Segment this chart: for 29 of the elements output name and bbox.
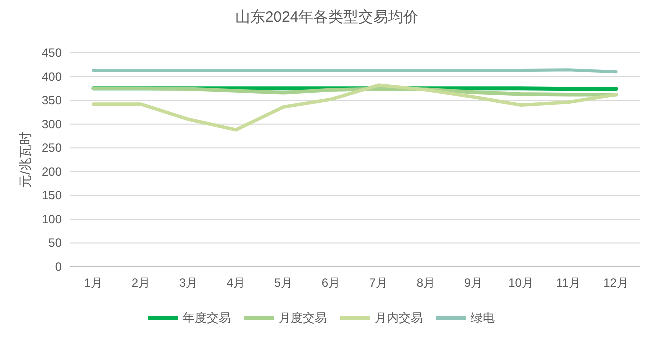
x-tick-label: 8月: [416, 276, 436, 290]
y-tick-label: 0: [55, 260, 62, 274]
y-tick-label: 450: [42, 46, 62, 60]
y-tick-label: 200: [42, 164, 62, 179]
x-tick-label: 5月: [274, 276, 294, 290]
y-tick-label: 350: [42, 94, 62, 108]
x-tick-label: 4月: [226, 276, 246, 290]
y-tick-label: 400: [42, 70, 62, 84]
x-tick-label: 11月: [556, 276, 581, 290]
chart-title: 山东2024年各类型交易均价: [235, 9, 419, 26]
y-tick-label: 100: [42, 212, 62, 226]
y-tick-label: 150: [42, 188, 62, 203]
y-tick-label: 250: [42, 141, 62, 156]
x-tick-label: 6月: [322, 276, 341, 290]
y-tick-label: 50: [48, 236, 62, 250]
x-tick-label: 10月: [508, 276, 534, 290]
y-tick-label: 300: [42, 117, 62, 132]
x-tick-label: 12月: [604, 276, 629, 290]
legend-label: 月内交易: [375, 311, 423, 325]
x-tick-label: 9月: [464, 276, 484, 290]
legend-label: 绿电: [471, 311, 495, 325]
x-tick-label: 2月: [132, 276, 151, 290]
y-axis-title: 元/兆瓦时: [18, 132, 33, 188]
x-tick-label: 3月: [179, 276, 198, 290]
legend-label: 月度交易: [279, 311, 327, 325]
x-tick-label: 1月: [84, 276, 104, 290]
legend-label: 年度交易: [183, 311, 231, 325]
x-tick-label: 7月: [369, 276, 388, 290]
line-series: [92, 84, 618, 132]
